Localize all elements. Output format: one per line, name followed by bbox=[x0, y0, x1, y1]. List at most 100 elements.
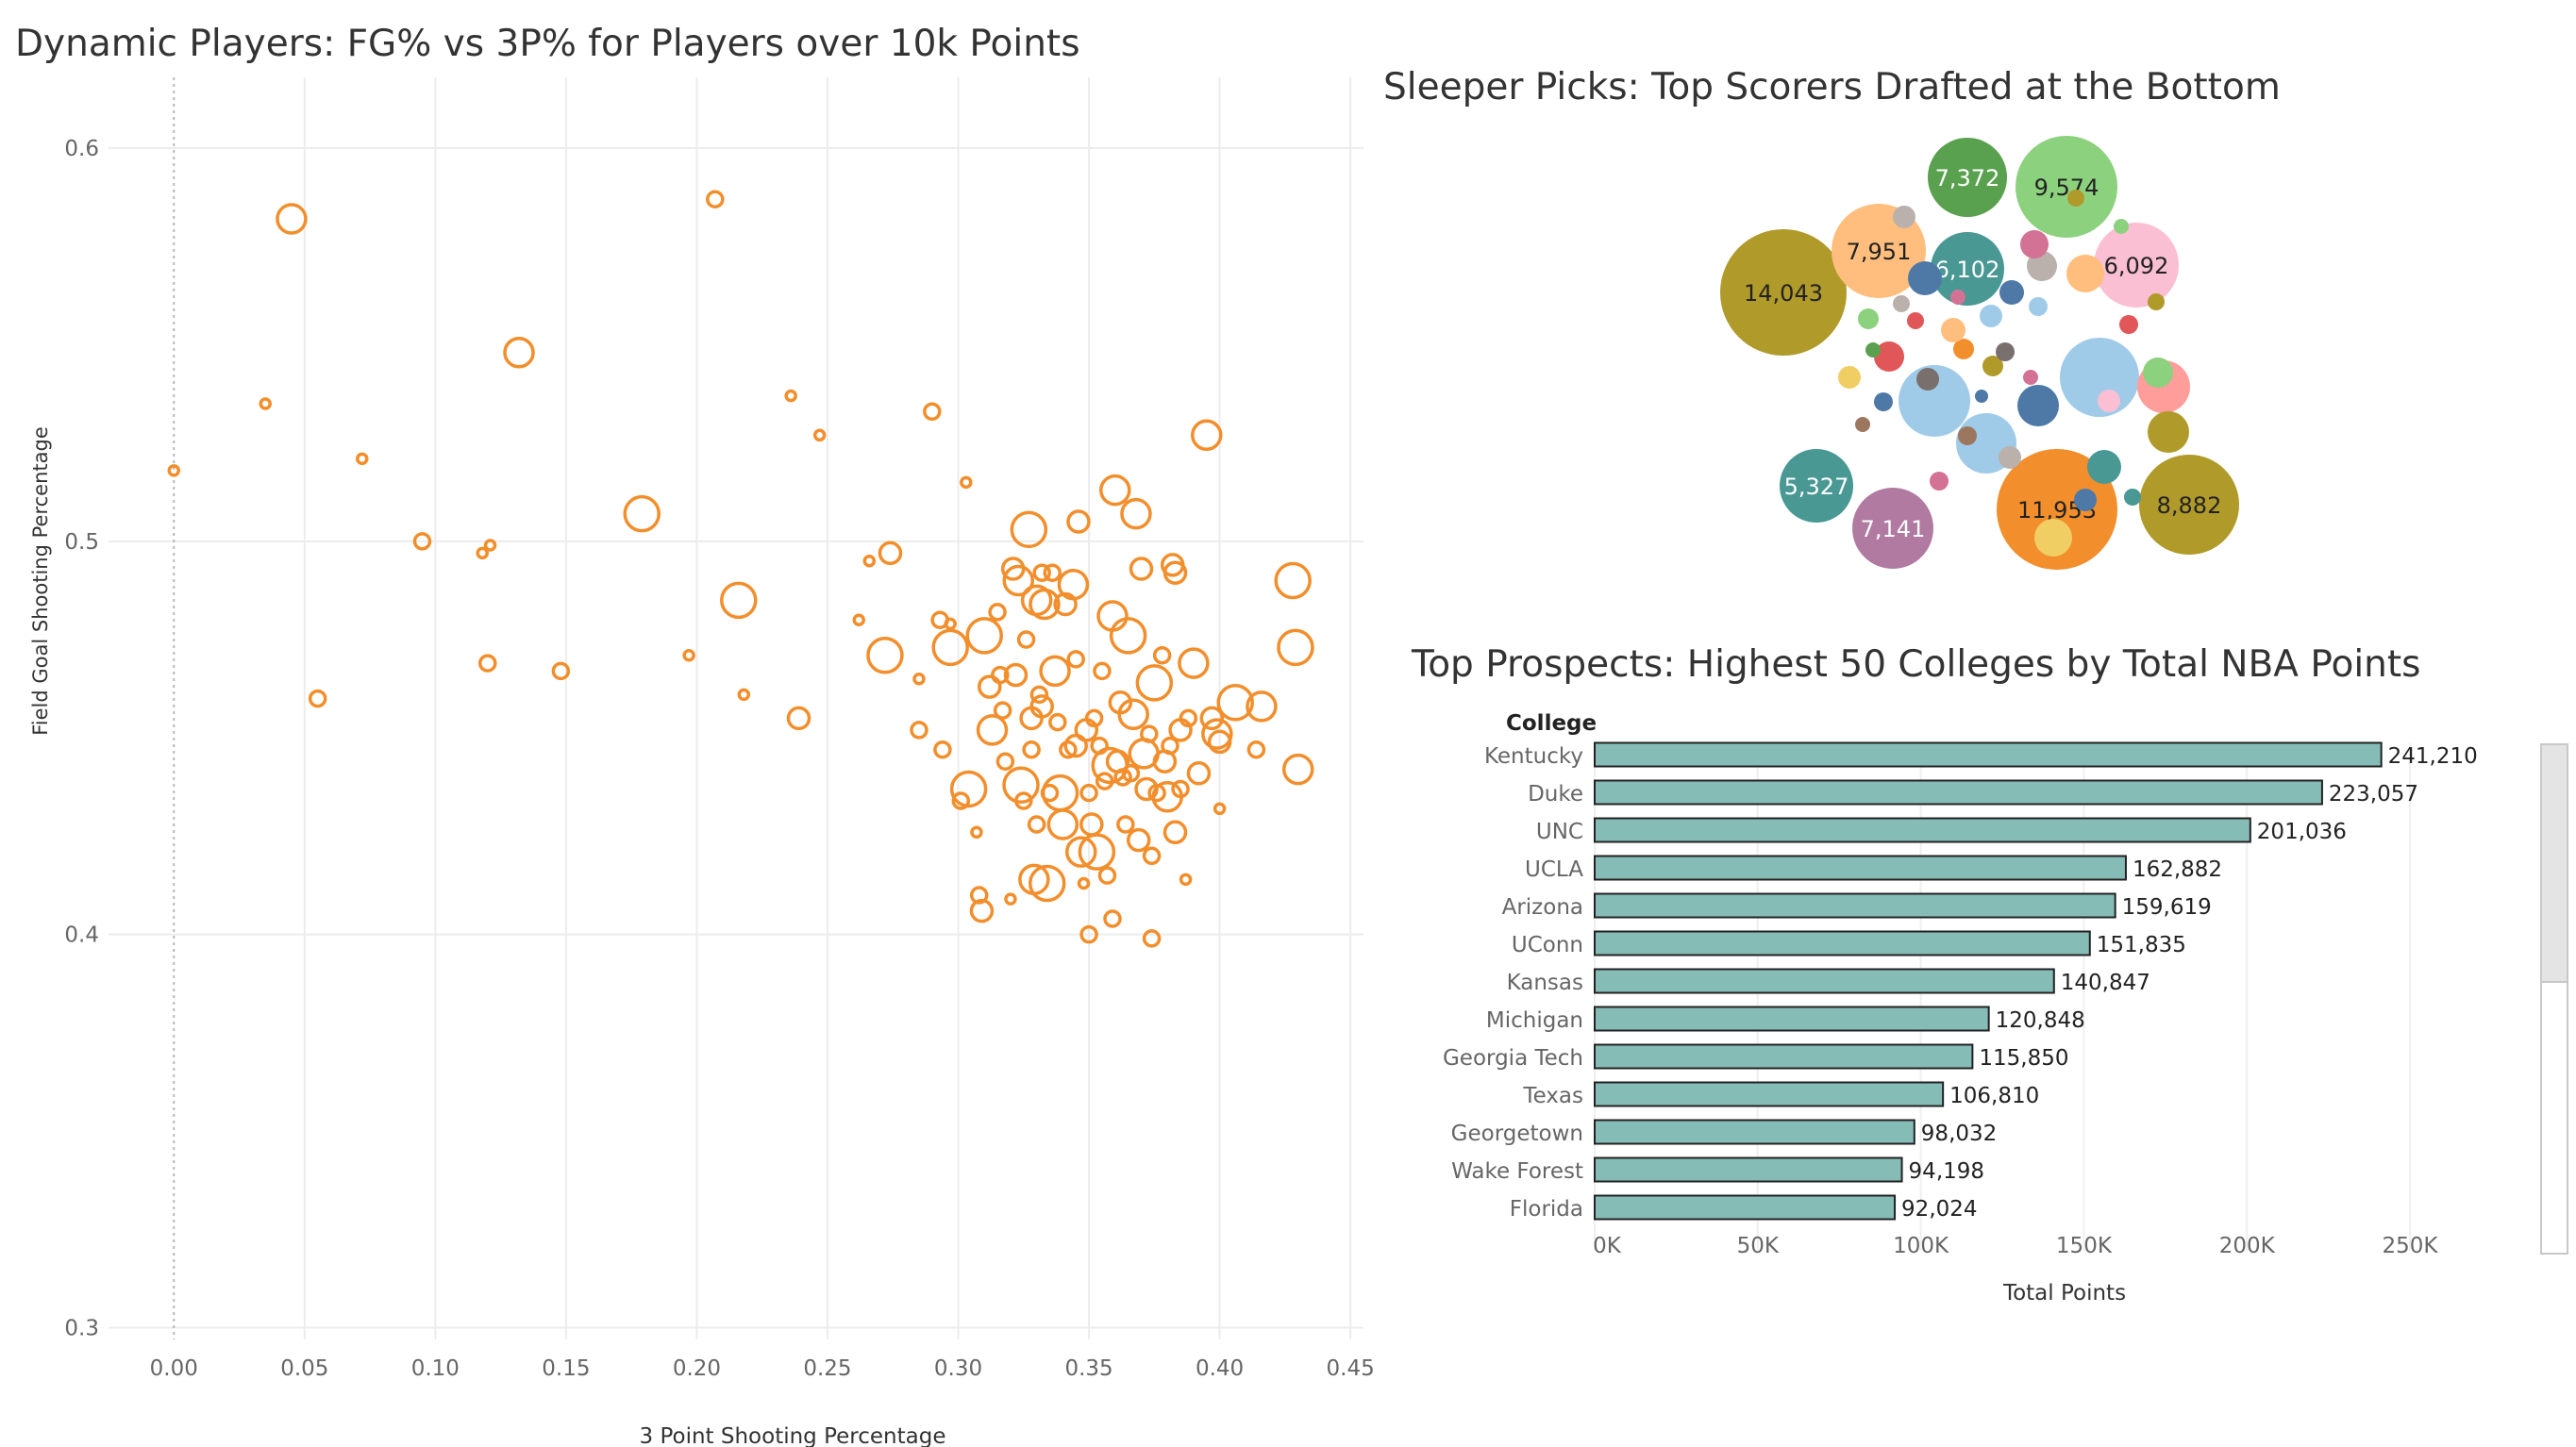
scatter-point[interactable] bbox=[483, 539, 497, 552]
scatter-point[interactable] bbox=[1135, 664, 1174, 702]
scatter-point[interactable] bbox=[1109, 617, 1147, 655]
scatter-point[interactable] bbox=[949, 770, 988, 808]
scatter-point[interactable] bbox=[1003, 662, 1029, 688]
bubble[interactable] bbox=[1975, 390, 1988, 403]
bubble[interactable] bbox=[1958, 426, 1977, 445]
bubble[interactable] bbox=[1780, 449, 1853, 523]
scatter-point[interactable] bbox=[1199, 706, 1225, 731]
scatter-point[interactable] bbox=[1010, 510, 1048, 549]
bubble[interactable] bbox=[1953, 339, 1974, 359]
bar[interactable] bbox=[1594, 968, 2055, 994]
bubble[interactable] bbox=[1893, 206, 1915, 228]
scatter-point[interactable] bbox=[1116, 815, 1135, 834]
scatter-point[interactable] bbox=[1057, 568, 1090, 601]
scatter-point[interactable] bbox=[1191, 419, 1223, 452]
scatter-point[interactable] bbox=[1277, 628, 1314, 667]
bar[interactable] bbox=[1594, 741, 2383, 768]
bubble[interactable] bbox=[2124, 489, 2141, 506]
scatter-point[interactable] bbox=[1028, 864, 1066, 903]
scatter-point[interactable] bbox=[720, 581, 758, 620]
scatter-point[interactable] bbox=[1016, 630, 1036, 649]
bubble[interactable] bbox=[1999, 280, 2024, 305]
bubble[interactable] bbox=[1865, 342, 1881, 358]
scatter-point[interactable] bbox=[1079, 783, 1098, 803]
bubble[interactable] bbox=[2094, 223, 2179, 308]
scatter-point[interactable] bbox=[1093, 661, 1112, 681]
scatter-point[interactable] bbox=[1097, 866, 1117, 885]
scatter-point[interactable] bbox=[1213, 802, 1227, 816]
scatter-point[interactable] bbox=[1041, 773, 1079, 812]
bar[interactable] bbox=[1594, 1156, 1903, 1183]
bubble[interactable] bbox=[2016, 136, 2117, 238]
bubble[interactable] bbox=[2067, 190, 2084, 207]
scatter-point[interactable] bbox=[1142, 846, 1162, 866]
bubble[interactable] bbox=[1899, 365, 1970, 437]
scatter-point[interactable] bbox=[551, 661, 571, 681]
scatter-point[interactable] bbox=[866, 636, 904, 674]
scatter-point[interactable] bbox=[1029, 685, 1049, 705]
scatter-point[interactable] bbox=[988, 603, 1007, 622]
scatter-point[interactable] bbox=[1186, 761, 1212, 786]
scatter-point[interactable] bbox=[737, 688, 751, 702]
bubble[interactable] bbox=[2098, 390, 2120, 412]
bubble[interactable] bbox=[1996, 342, 2015, 361]
bubble[interactable] bbox=[1916, 368, 1939, 391]
scatter-point[interactable] bbox=[259, 397, 272, 410]
scatter-point[interactable] bbox=[1079, 924, 1098, 944]
scatter-point[interactable] bbox=[1027, 815, 1046, 834]
scatter-point[interactable] bbox=[623, 494, 661, 533]
bubble[interactable] bbox=[1941, 318, 1965, 342]
bubble[interactable] bbox=[2017, 385, 2059, 426]
scatter-point[interactable] bbox=[878, 541, 903, 566]
bar[interactable] bbox=[1594, 817, 2251, 843]
scatter-point[interactable] bbox=[1152, 645, 1172, 665]
bar[interactable] bbox=[1594, 1194, 1897, 1221]
scatter-point[interactable] bbox=[1201, 718, 1233, 750]
scatter-point[interactable] bbox=[1059, 740, 1078, 759]
scatter-point[interactable] bbox=[503, 337, 535, 369]
bar[interactable] bbox=[1594, 1119, 1915, 1145]
bubble[interactable] bbox=[2114, 219, 2129, 234]
bubble[interactable] bbox=[1950, 290, 1965, 305]
scatter-point[interactable] bbox=[1004, 892, 1017, 906]
scrollbar-thumb[interactable] bbox=[2542, 745, 2567, 983]
scatter-point[interactable] bbox=[1163, 560, 1188, 585]
scatter-point[interactable] bbox=[1002, 564, 1034, 597]
scatter-point[interactable] bbox=[1018, 863, 1050, 896]
bar[interactable] bbox=[1594, 1043, 1974, 1070]
scatter-point[interactable] bbox=[412, 532, 432, 551]
scatter-point[interactable] bbox=[1065, 836, 1097, 868]
scatter-point[interactable] bbox=[1048, 712, 1067, 732]
scatter-point[interactable] bbox=[1078, 833, 1116, 871]
scatter-point[interactable] bbox=[1066, 650, 1085, 669]
scatter-point[interactable] bbox=[969, 886, 989, 905]
scatter-point[interactable] bbox=[1142, 929, 1162, 948]
scatter-point[interactable] bbox=[1246, 740, 1266, 759]
bubble[interactable] bbox=[1908, 261, 1942, 295]
scatter-point[interactable] bbox=[1161, 736, 1179, 756]
scatter-point[interactable] bbox=[1099, 474, 1131, 507]
scatter-point[interactable] bbox=[1077, 876, 1091, 890]
scatter-point[interactable] bbox=[1274, 561, 1312, 600]
bubble[interactable] bbox=[2066, 255, 2104, 292]
scatter-point[interactable] bbox=[1053, 591, 1078, 617]
scatter-point[interactable] bbox=[923, 402, 942, 422]
scatter-point[interactable] bbox=[706, 190, 725, 208]
bar[interactable] bbox=[1594, 1006, 1990, 1032]
scatter-point[interactable] bbox=[476, 546, 489, 560]
scatter-point[interactable] bbox=[1029, 588, 1061, 621]
scatter-point[interactable] bbox=[1117, 698, 1149, 731]
scatter-point[interactable] bbox=[1039, 655, 1071, 688]
scatter-point[interactable] bbox=[1171, 779, 1190, 799]
bar[interactable] bbox=[1594, 855, 2127, 881]
scatter-point[interactable] bbox=[1129, 557, 1154, 581]
bubble[interactable] bbox=[1999, 446, 2021, 469]
bubble[interactable] bbox=[1852, 488, 1933, 569]
bubble[interactable] bbox=[1893, 295, 1910, 312]
bubble[interactable] bbox=[2034, 519, 2072, 557]
scatter-point[interactable] bbox=[933, 740, 952, 759]
scatter-point[interactable] bbox=[308, 689, 327, 708]
scatter-point[interactable] bbox=[1163, 820, 1188, 845]
scatter-point[interactable] bbox=[862, 554, 877, 568]
scatter-point[interactable] bbox=[1084, 708, 1104, 728]
